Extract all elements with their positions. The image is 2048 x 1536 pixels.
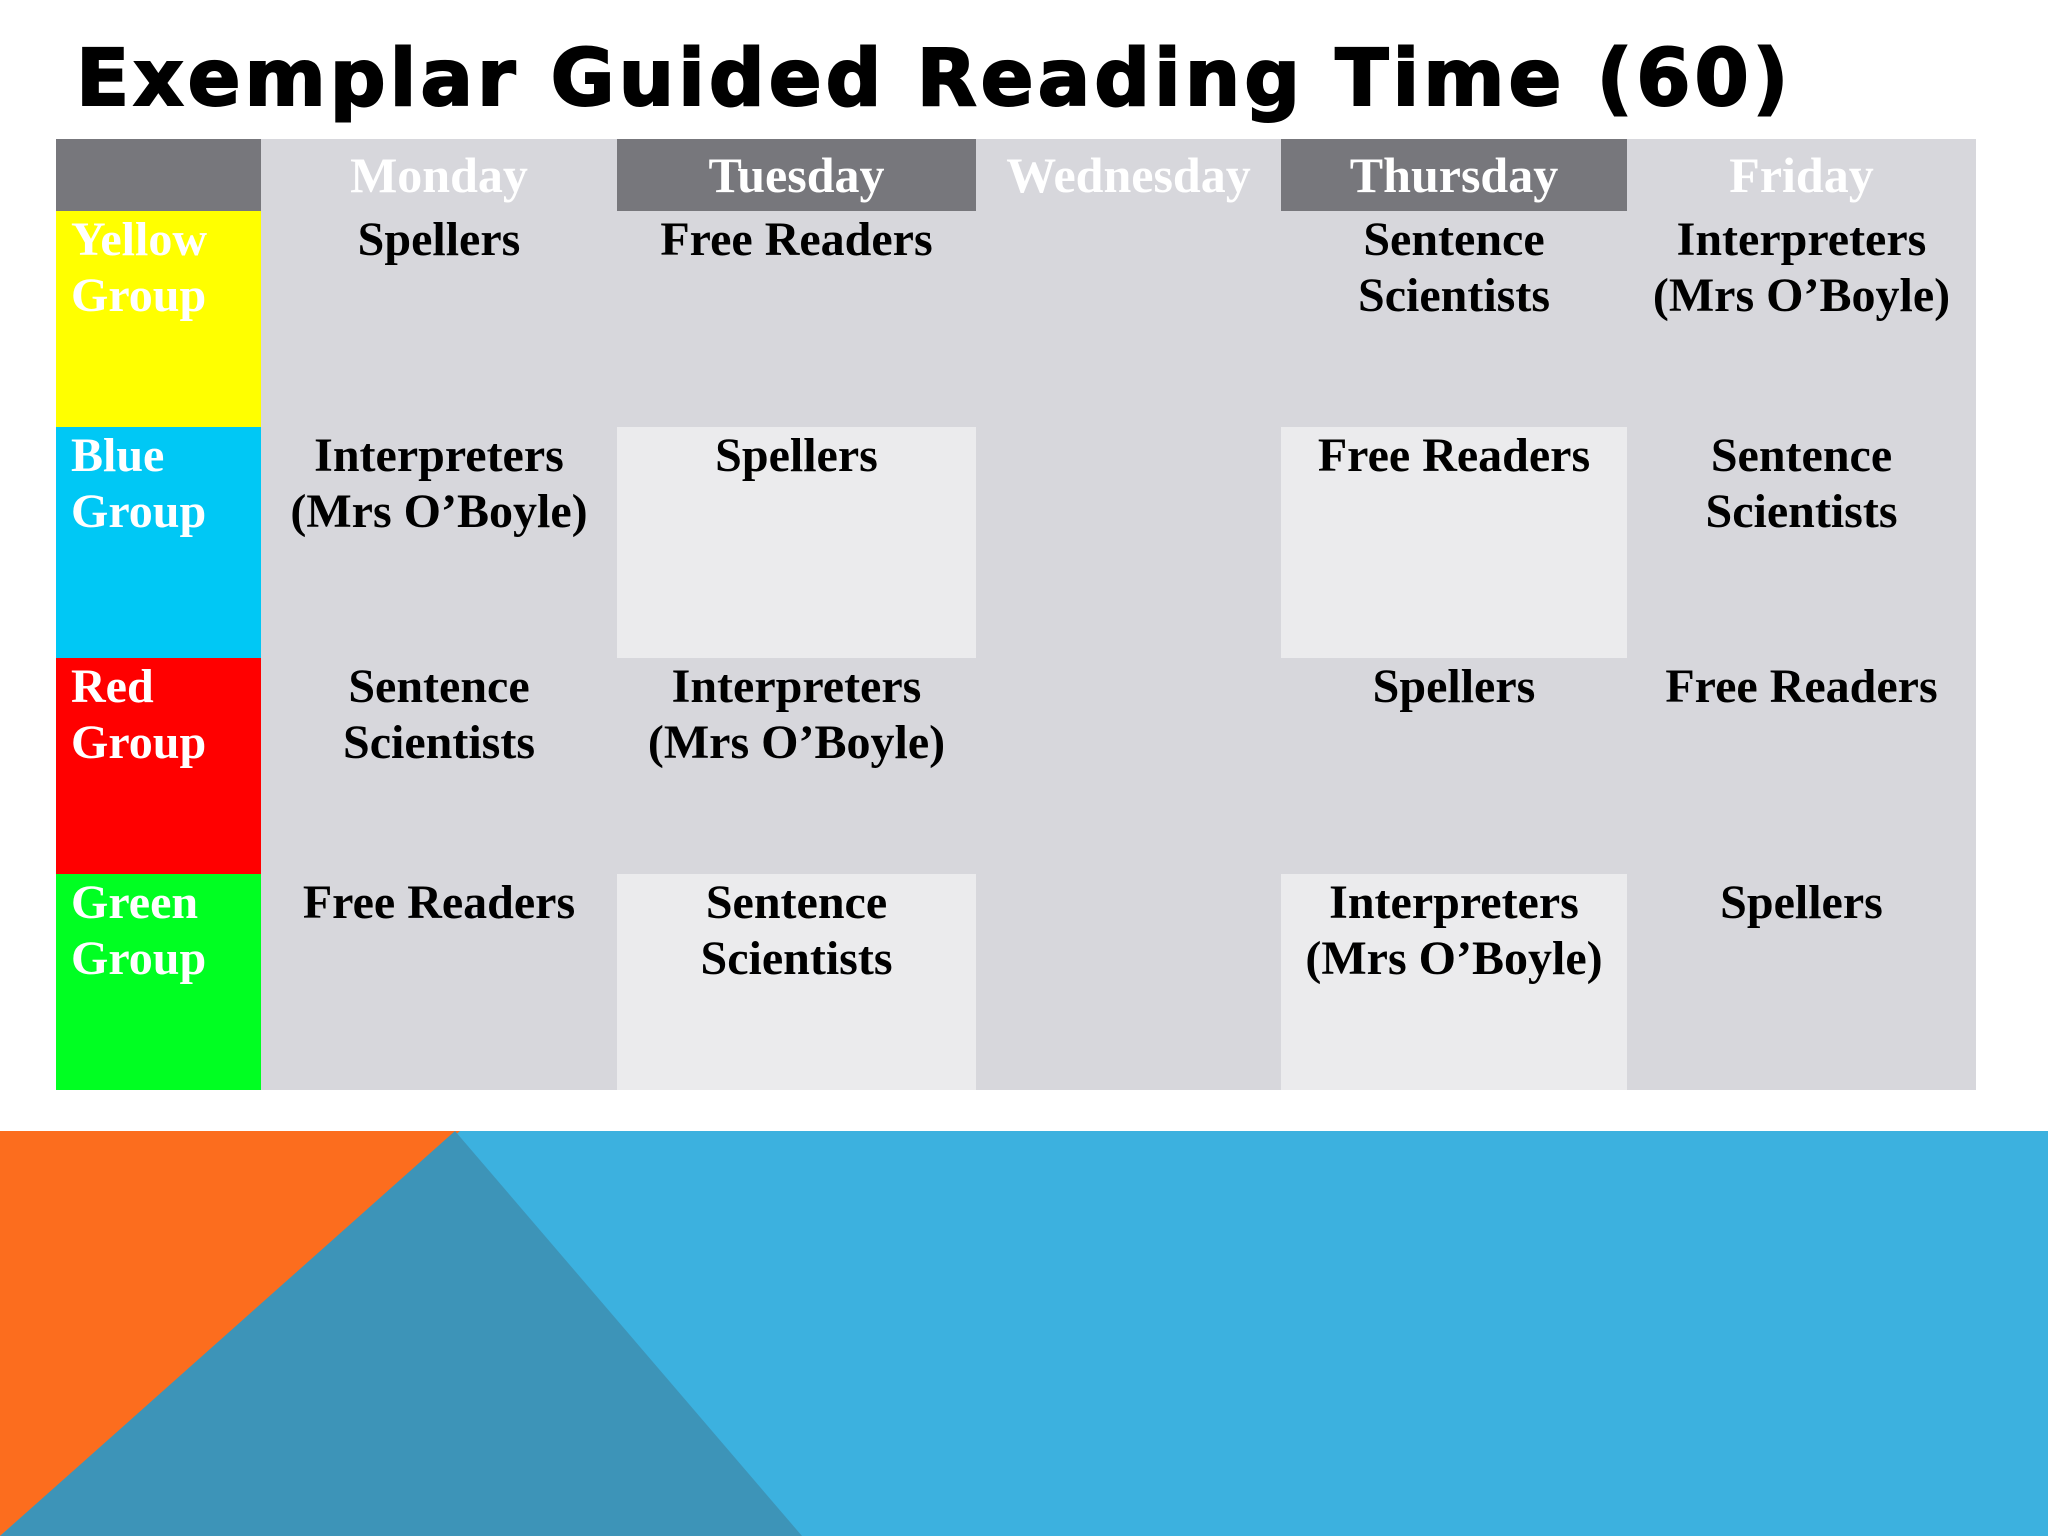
group-label-text: Red Group (71, 660, 207, 769)
table-cell: Free Readers (261, 874, 617, 1090)
reading-schedule-table: Monday Tuesday Wednesday Thursday Friday… (56, 139, 1976, 1090)
table-cell: Spellers (261, 211, 617, 427)
column-header-wednesday: Wednesday (976, 139, 1281, 211)
table-cell (976, 211, 1281, 427)
group-label-text: Green Group (71, 876, 207, 985)
table-cell: Sentence Scientists (617, 874, 976, 1090)
table-cell (976, 874, 1281, 1090)
row-label-blue-group: Blue Group (56, 427, 261, 658)
row-label-red-group: Red Group (56, 658, 261, 874)
table-cell: Free Readers (617, 211, 976, 427)
table-cell: Spellers (1281, 658, 1627, 874)
table-cell: Free Readers (1281, 427, 1627, 658)
table-cell: Spellers (617, 427, 976, 658)
table-cell: Interpreters (Mrs O’Boyle) (1627, 211, 1976, 427)
table-cell: Sentence Scientists (261, 658, 617, 874)
column-header-thursday: Thursday (1281, 139, 1627, 211)
table-cell: Interpreters (Mrs O’Boyle) (1281, 874, 1627, 1090)
decorative-footer-shapes (0, 1131, 2048, 1536)
column-header-friday: Friday (1627, 139, 1976, 211)
table-cell: Spellers (1627, 874, 1976, 1090)
column-header-monday: Monday (261, 139, 617, 211)
row-label-yellow-group: Yellow Group (56, 211, 261, 427)
column-header-tuesday: Tuesday (617, 139, 976, 211)
table-cell: Sentence Scientists (1627, 427, 1976, 658)
footer-teal-triangle (0, 1131, 802, 1536)
row-label-green-group: Green Group (56, 874, 261, 1090)
table-cell: Free Readers (1627, 658, 1976, 874)
table-cell (976, 658, 1281, 874)
group-label-text: Blue Group (71, 429, 207, 538)
table-cell: Interpreters (Mrs O’Boyle) (617, 658, 976, 874)
group-label-text: Yellow Group (71, 213, 207, 322)
table-corner-cell (56, 139, 261, 211)
table-cell: Interpreters (Mrs O’Boyle) (261, 427, 617, 658)
table-cell (976, 427, 1281, 658)
slide-title: Exemplar Guided Reading Time (60) (75, 33, 1793, 125)
table-cell: Sentence Scientists (1281, 211, 1627, 427)
